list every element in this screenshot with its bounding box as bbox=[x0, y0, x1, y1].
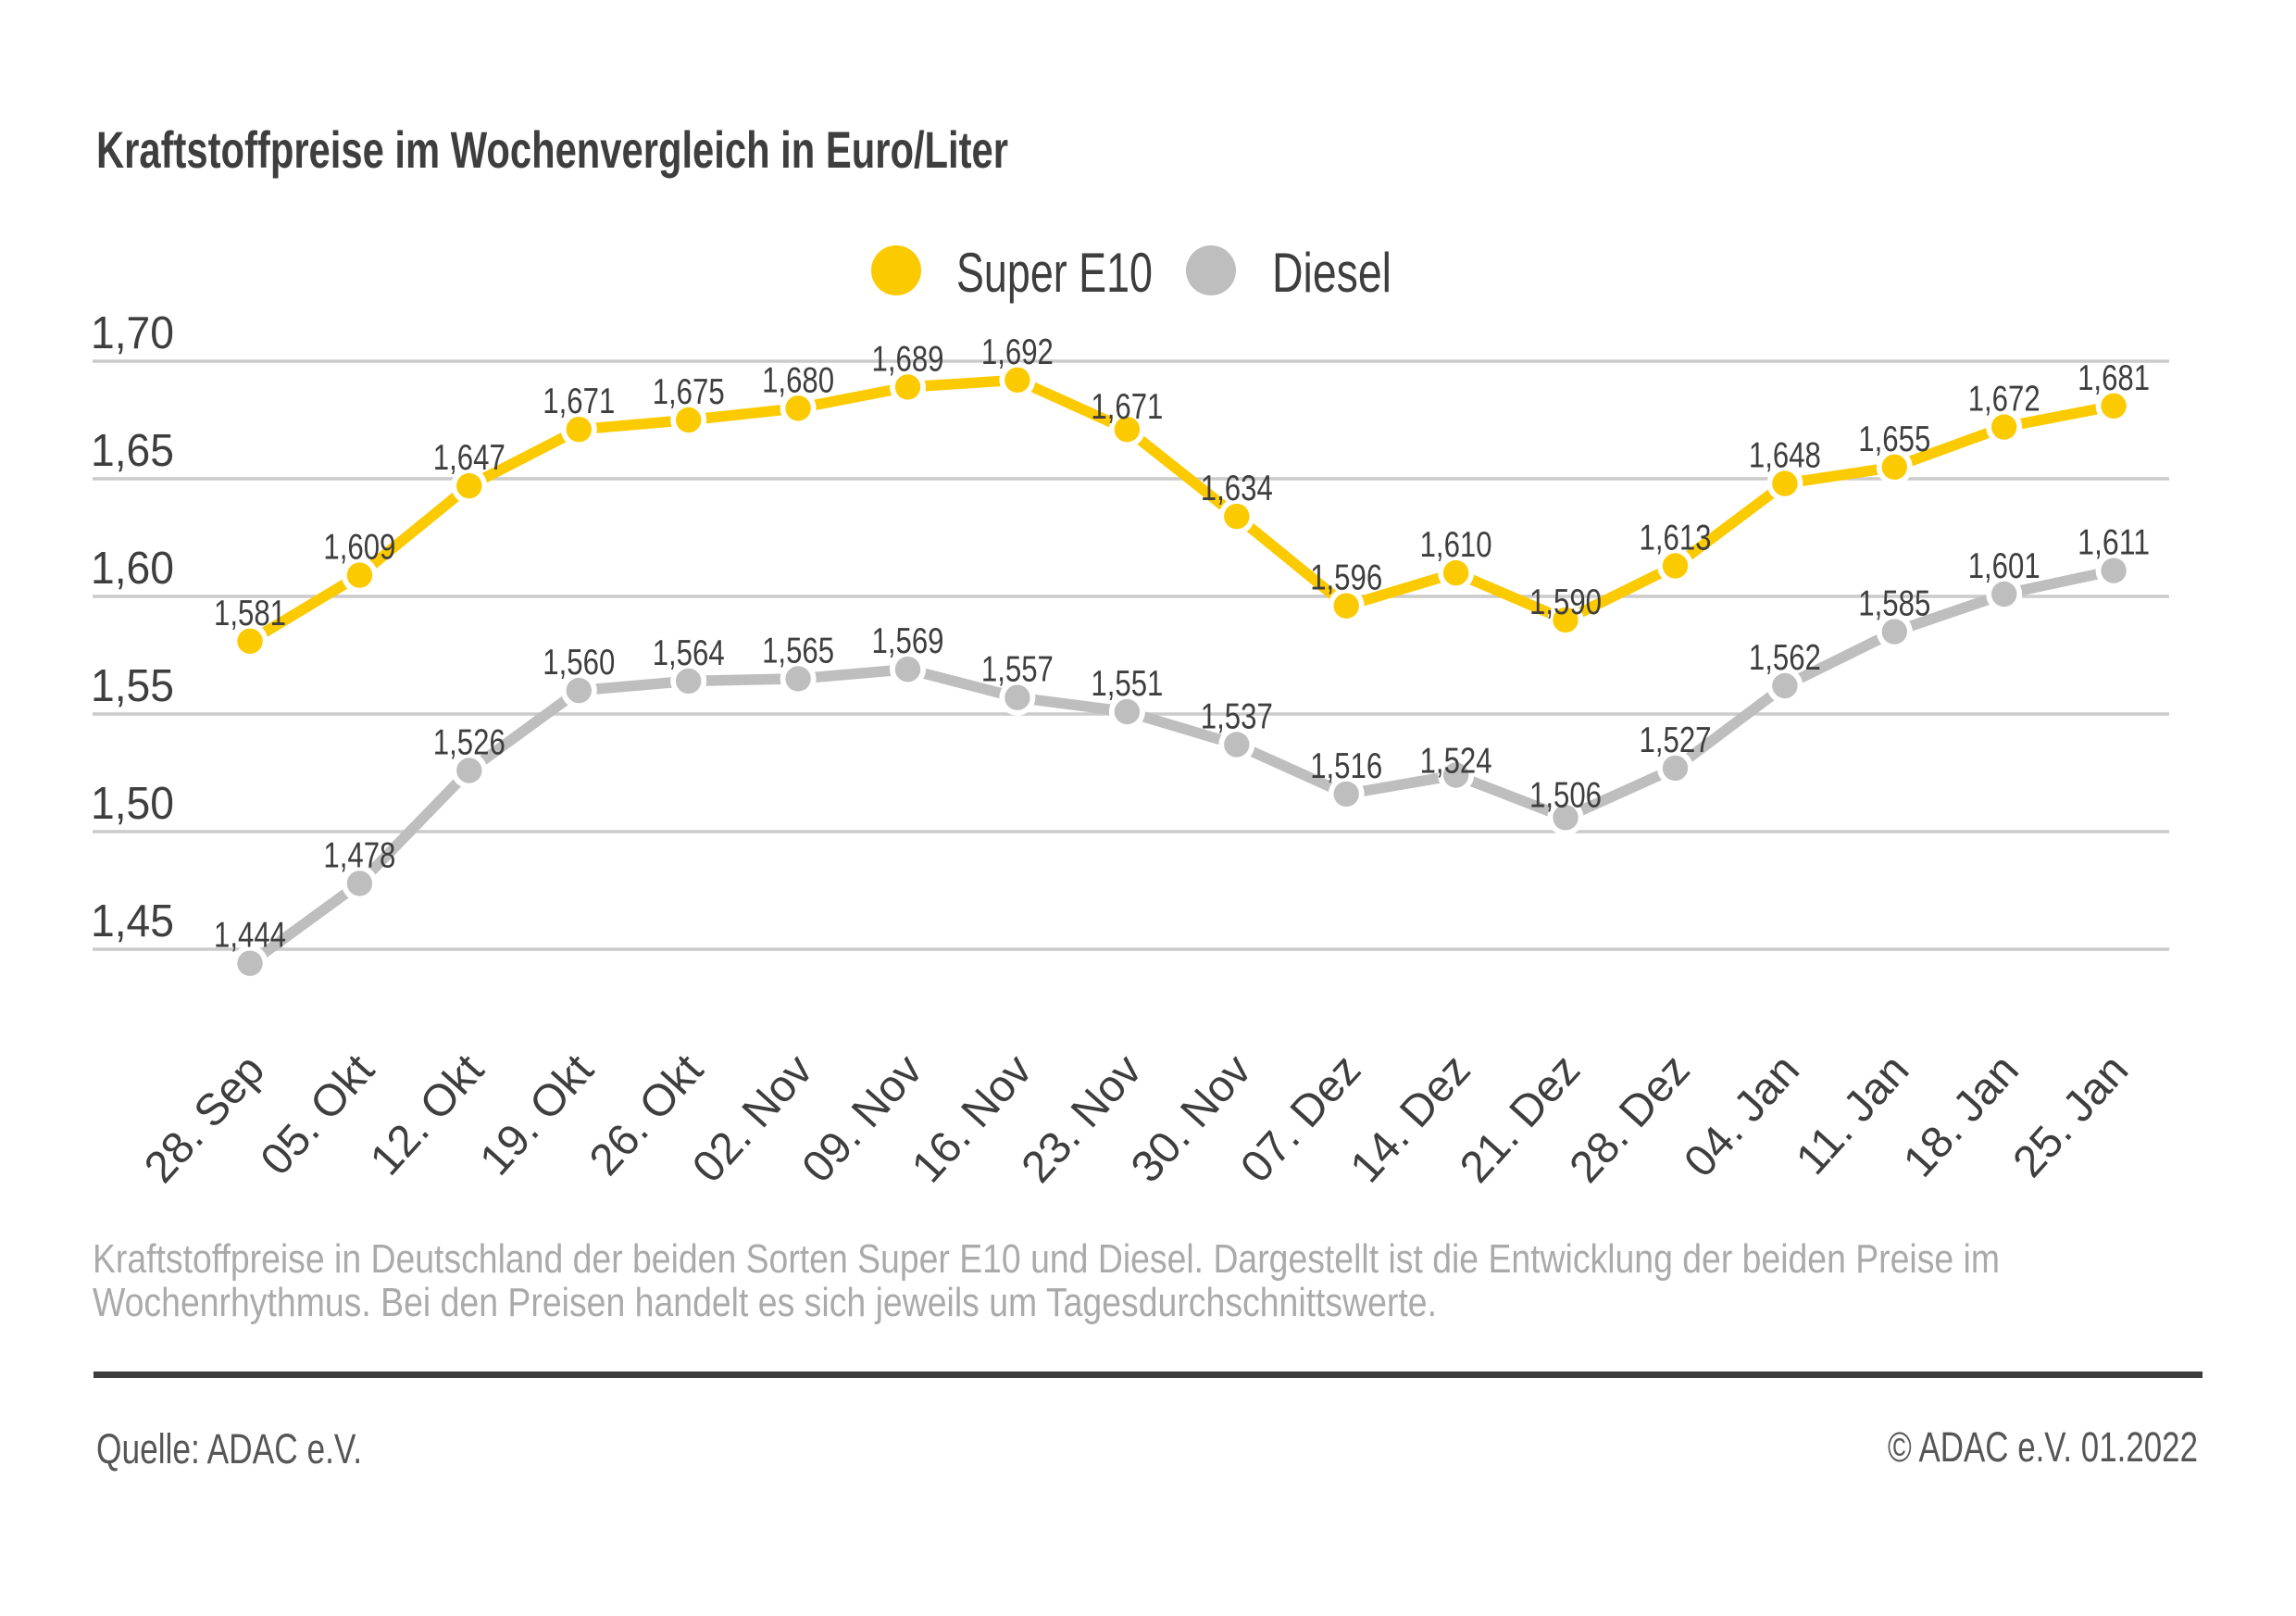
svg-text:1,585: 1,585 bbox=[1858, 584, 1930, 624]
svg-text:1,537: 1,537 bbox=[1201, 697, 1273, 737]
svg-text:1,560: 1,560 bbox=[543, 643, 615, 683]
svg-text:1,609: 1,609 bbox=[323, 528, 395, 568]
svg-text:1,516: 1,516 bbox=[1310, 746, 1382, 786]
svg-text:1,55: 1,55 bbox=[91, 661, 174, 711]
svg-text:1,613: 1,613 bbox=[1640, 519, 1712, 558]
svg-text:1,611: 1,611 bbox=[2078, 523, 2150, 563]
svg-text:1,527: 1,527 bbox=[1640, 720, 1712, 760]
svg-text:1,524: 1,524 bbox=[1420, 742, 1492, 782]
svg-text:Kraftstoffpreise im Wochenverg: Kraftstoffpreise im Wochenvergleich in E… bbox=[96, 120, 1008, 179]
svg-text:1,562: 1,562 bbox=[1749, 638, 1821, 678]
svg-text:1,671: 1,671 bbox=[543, 382, 615, 421]
svg-text:Super E10: Super E10 bbox=[956, 242, 1153, 304]
svg-text:1,680: 1,680 bbox=[762, 360, 834, 400]
svg-text:1,551: 1,551 bbox=[1091, 664, 1163, 704]
svg-text:1,45: 1,45 bbox=[91, 896, 174, 946]
svg-text:1,647: 1,647 bbox=[433, 438, 505, 478]
svg-text:1,581: 1,581 bbox=[214, 594, 286, 633]
svg-text:© ADAC e.V. 01.2022: © ADAC e.V. 01.2022 bbox=[1888, 1423, 2198, 1471]
svg-text:1,557: 1,557 bbox=[981, 650, 1054, 690]
svg-text:1,681: 1,681 bbox=[2078, 358, 2150, 398]
svg-text:Diesel: Diesel bbox=[1272, 242, 1391, 304]
svg-text:Wochenrhythmus. Bei den Preise: Wochenrhythmus. Bei den Preisen handelt … bbox=[93, 1280, 1437, 1325]
svg-text:1,444: 1,444 bbox=[214, 916, 286, 956]
svg-text:1,648: 1,648 bbox=[1749, 436, 1821, 476]
svg-text:1,692: 1,692 bbox=[981, 332, 1054, 372]
svg-text:1,478: 1,478 bbox=[323, 835, 395, 875]
svg-text:1,610: 1,610 bbox=[1420, 525, 1492, 565]
svg-text:1,564: 1,564 bbox=[653, 633, 725, 673]
svg-text:1,50: 1,50 bbox=[91, 779, 174, 829]
svg-text:1,565: 1,565 bbox=[762, 631, 834, 670]
svg-text:1,634: 1,634 bbox=[1201, 469, 1273, 508]
svg-text:1,590: 1,590 bbox=[1529, 583, 1602, 622]
svg-text:1,569: 1,569 bbox=[872, 621, 944, 661]
svg-text:1,70: 1,70 bbox=[91, 308, 174, 358]
svg-text:1,655: 1,655 bbox=[1858, 420, 1930, 459]
svg-text:1,689: 1,689 bbox=[872, 339, 944, 379]
svg-text:1,596: 1,596 bbox=[1310, 558, 1382, 598]
svg-text:1,526: 1,526 bbox=[433, 723, 505, 763]
svg-text:1,601: 1,601 bbox=[1968, 546, 2040, 586]
svg-text:1,506: 1,506 bbox=[1529, 775, 1602, 815]
svg-text:Kraftstoffpreise in Deutschlan: Kraftstoffpreise in Deutschland der beid… bbox=[93, 1236, 2000, 1282]
svg-text:1,675: 1,675 bbox=[653, 372, 725, 412]
svg-text:1,672: 1,672 bbox=[1968, 380, 2040, 420]
svg-text:Quelle: ADAC e.V.: Quelle: ADAC e.V. bbox=[96, 1425, 362, 1472]
svg-text:1,60: 1,60 bbox=[91, 544, 174, 594]
svg-text:1,671: 1,671 bbox=[1091, 387, 1163, 427]
svg-text:1,65: 1,65 bbox=[91, 426, 174, 476]
